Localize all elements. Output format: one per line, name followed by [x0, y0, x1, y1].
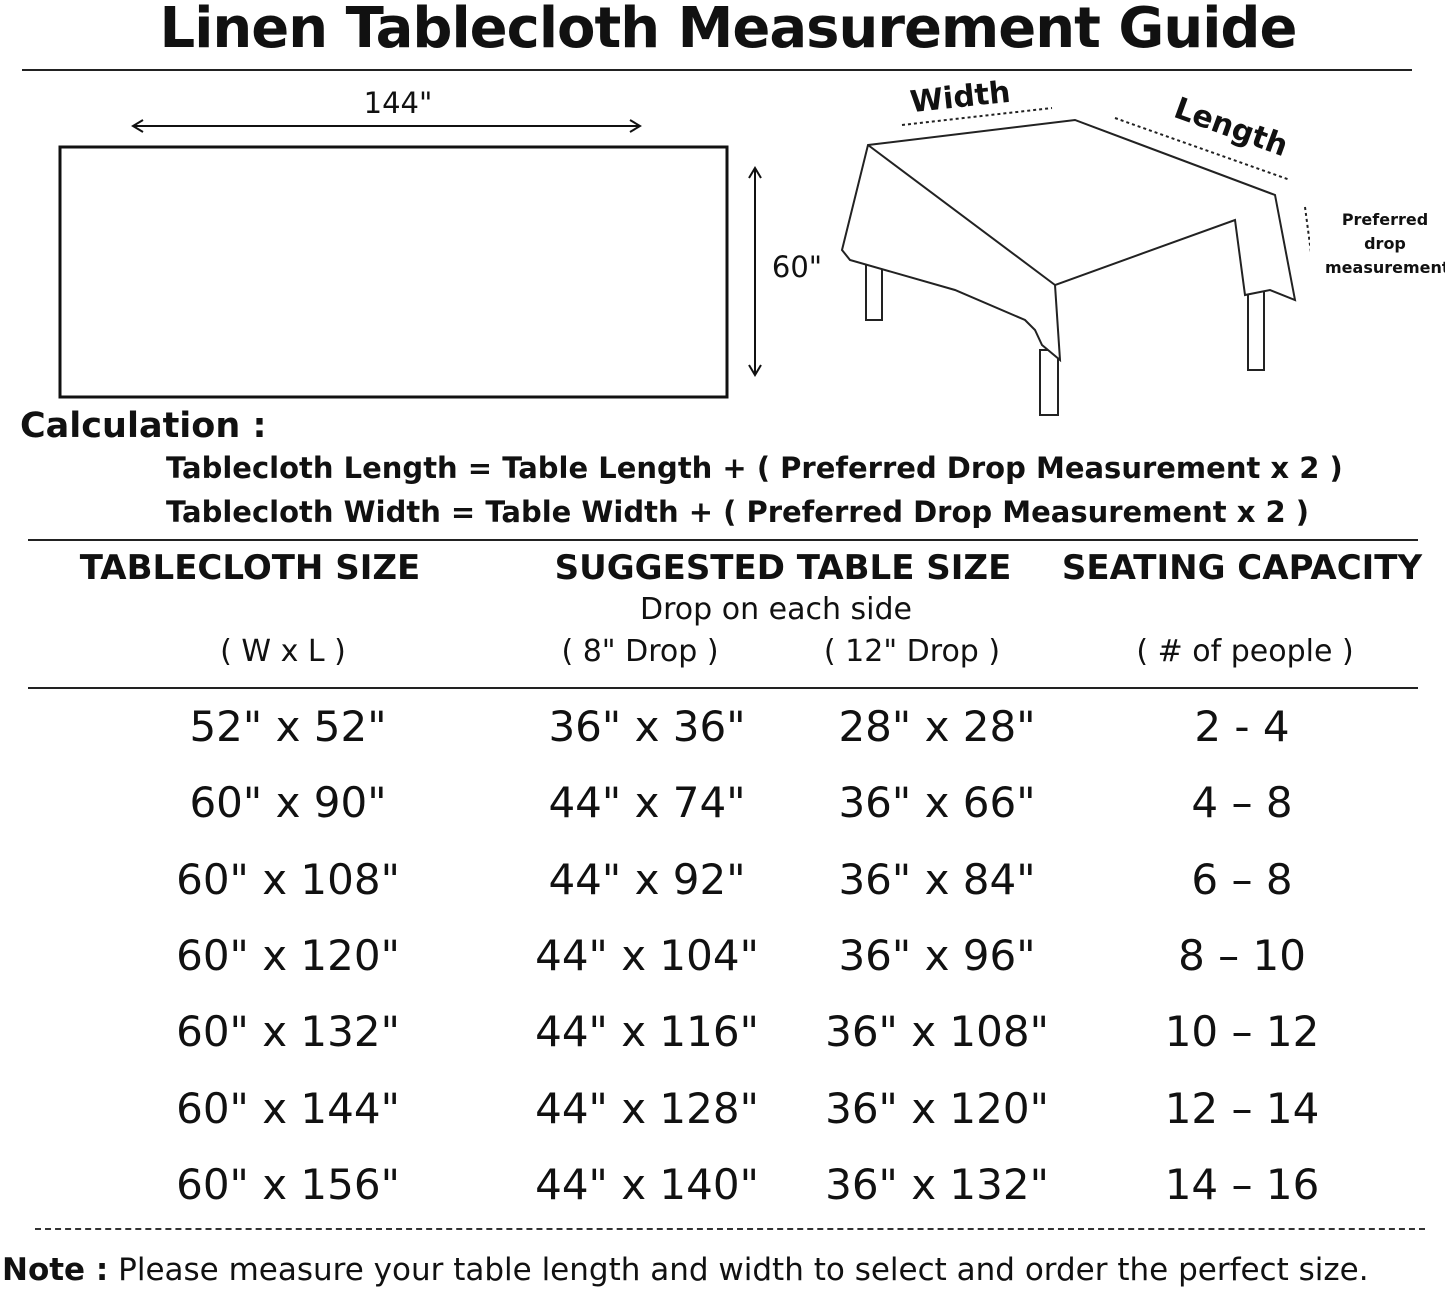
cell-table-size-8-drop: 36" x 36" [548, 702, 746, 751]
page-title: Linen Tablecloth Measurement Guide [159, 0, 1298, 61]
cell-table-size-12-drop: 36" x 84" [838, 854, 1036, 904]
subheader-wxl: ( W x L ) [220, 634, 346, 669]
cell-seating-capacity: 2 - 4 [1194, 702, 1290, 751]
cell-seating-capacity: 8 – 10 [1178, 930, 1306, 980]
title-divider [22, 69, 1412, 71]
cell-table-size-8-drop: 44" x 128" [535, 1083, 759, 1133]
subheader-8-drop: ( 8" Drop ) [561, 634, 719, 669]
cell-table-size-12-drop: 28" x 28" [838, 702, 1036, 751]
length-label: 144" [363, 86, 433, 120]
divider [28, 539, 1418, 541]
note-text: Please measure your table length and wid… [108, 1252, 1369, 1288]
flat-tablecloth-diagram [58, 119, 762, 399]
cell-tablecloth-size: 60" x 156" [176, 1159, 400, 1209]
note-label: Note : [2, 1252, 109, 1288]
header-divider [28, 687, 1418, 689]
cell-seating-capacity: 10 – 12 [1164, 1007, 1320, 1057]
note: Note : Please measure your table length … [2, 1252, 1369, 1288]
header-seating-capacity: SEATING CAPACITY [1061, 548, 1423, 588]
drop-subtitle: Drop on each side [640, 592, 912, 627]
cell-seating-capacity: 4 – 8 [1191, 778, 1293, 828]
formula-width: Tablecloth Width = Table Width + ( Prefe… [166, 495, 1310, 529]
dimension-dotted-lines [901, 107, 1310, 253]
width-label: 60" [771, 250, 823, 284]
subheader-12-drop: ( 12" Drop ) [823, 634, 1001, 669]
calculation-label: Calculation : [20, 406, 267, 446]
cell-table-size-12-drop: 36" x 120" [825, 1083, 1049, 1133]
cell-tablecloth-size: 60" x 132" [176, 1007, 400, 1057]
cell-table-size-12-drop: 36" x 132" [825, 1159, 1049, 1209]
cell-table-size-12-drop: 36" x 96" [838, 930, 1036, 980]
cell-table-size-8-drop: 44" x 140" [535, 1159, 759, 1209]
header-suggested-table-size: SUGGESTED TABLE SIZE [554, 548, 1012, 588]
header-tablecloth-size: TABLECLOTH SIZE [79, 548, 421, 588]
cell-table-size-12-drop: 36" x 108" [825, 1007, 1049, 1057]
width-arrow-icon [748, 166, 762, 377]
table-illustration [840, 107, 1310, 416]
cell-tablecloth-size: 60" x 120" [176, 930, 400, 980]
cell-table-size-8-drop: 44" x 104" [535, 930, 759, 980]
subheader-people: ( # of people ) [1136, 634, 1354, 669]
cell-seating-capacity: 6 – 8 [1191, 854, 1293, 904]
cell-tablecloth-size: 60" x 144" [176, 1083, 400, 1133]
cell-tablecloth-size: 60" x 108" [176, 854, 400, 904]
cell-table-size-8-drop: 44" x 116" [535, 1007, 759, 1057]
formula-length: Tablecloth Length = Table Length + ( Pre… [166, 451, 1343, 485]
length-arrow-icon [131, 119, 642, 133]
dashed-divider [35, 1228, 1425, 1230]
cell-tablecloth-size: 60" x 90" [189, 778, 387, 828]
cell-seating-capacity: 14 – 16 [1164, 1159, 1320, 1209]
cell-table-size-8-drop: 44" x 74" [548, 778, 746, 828]
tablecloth-rectangle [58, 145, 729, 399]
cell-table-size-12-drop: 36" x 66" [838, 778, 1036, 828]
drop-label: Preferred drop measurement [1325, 210, 1445, 277]
cell-tablecloth-size: 52" x 52" [189, 702, 387, 751]
cell-table-size-8-drop: 44" x 92" [548, 854, 746, 904]
cell-seating-capacity: 12 – 14 [1164, 1083, 1320, 1133]
